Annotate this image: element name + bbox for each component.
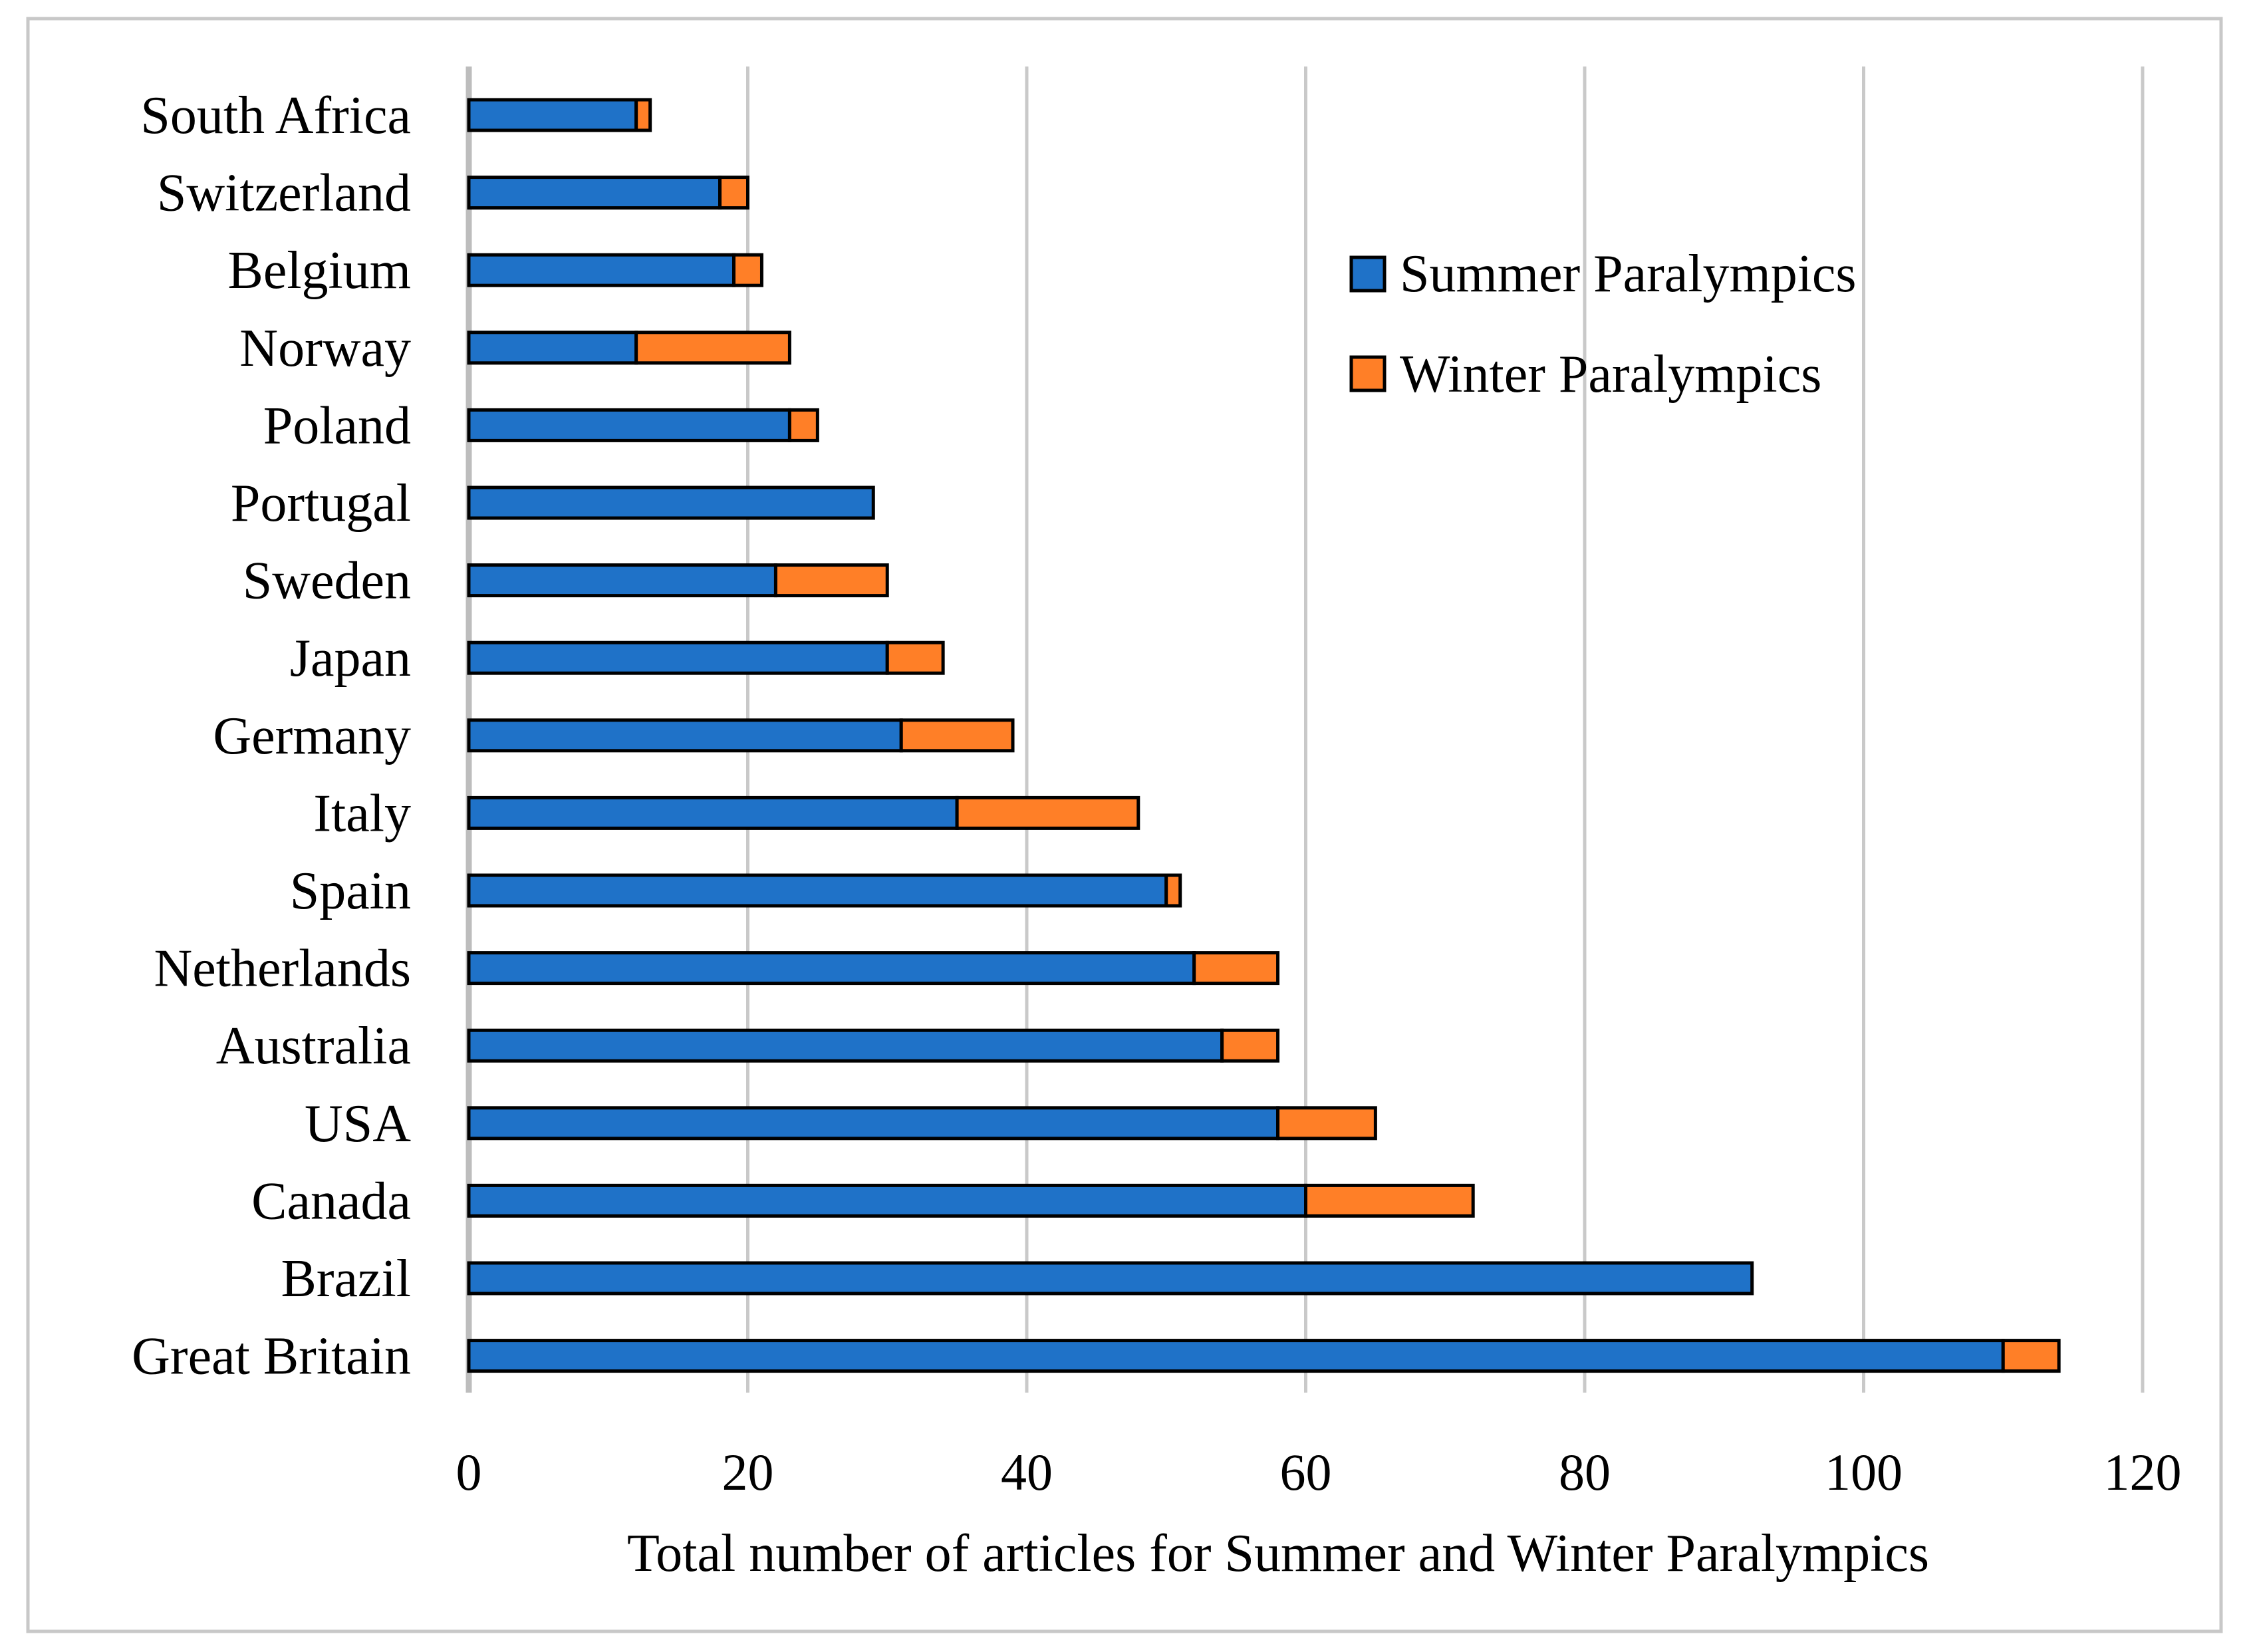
legend-label-summer: Summer Paralympics bbox=[1400, 245, 1857, 303]
bar-winter-italy bbox=[955, 795, 1140, 830]
category-label-sweden: Sweden bbox=[243, 552, 411, 611]
category-label-germany: Germany bbox=[213, 707, 411, 765]
legend-swatch-summer bbox=[1349, 255, 1387, 293]
bar-summer-usa bbox=[467, 1106, 1280, 1141]
category-label-japan: Japan bbox=[290, 629, 411, 688]
bar-summer-italy bbox=[467, 795, 959, 830]
bar-summer-switzerland bbox=[467, 176, 722, 210]
bar-summer-sweden bbox=[467, 563, 777, 598]
bar-summer-canada bbox=[467, 1183, 1307, 1218]
category-label-great-britain: Great Britain bbox=[132, 1327, 411, 1386]
bar-summer-germany bbox=[467, 718, 903, 753]
bar-winter-usa bbox=[1276, 1106, 1377, 1141]
bar-summer-spain bbox=[467, 873, 1168, 908]
category-label-canada: Canada bbox=[251, 1172, 411, 1230]
bar-winter-japan bbox=[885, 640, 945, 675]
bar-winter-australia bbox=[1220, 1028, 1280, 1063]
bar-summer-belgium bbox=[467, 253, 736, 287]
bar-summer-great-britain bbox=[467, 1339, 2005, 1373]
bar-winter-south-africa bbox=[634, 98, 652, 132]
category-labels: South Africa Switzerland Belgium Norway Pola… bbox=[132, 86, 411, 1386]
category-label-australia: Australia bbox=[216, 1017, 411, 1075]
category-label-brazil: Brazil bbox=[281, 1250, 411, 1308]
bar-summer-south-africa bbox=[467, 98, 638, 132]
bars bbox=[467, 98, 2061, 1373]
x-tick-label-40: 40 bbox=[1001, 1443, 1053, 1501]
x-tick-label-20: 20 bbox=[722, 1443, 774, 1501]
bar-winter-sweden bbox=[773, 563, 889, 598]
bar-summer-netherlands bbox=[467, 951, 1196, 986]
legend-item-summer: Summer Paralympics bbox=[1349, 245, 1857, 303]
x-axis-title: Total number of articles for Summer and … bbox=[627, 1524, 1929, 1583]
bar-winter-belgium bbox=[732, 253, 763, 287]
bar-winter-germany bbox=[899, 718, 1015, 753]
category-label-south-africa: South Africa bbox=[140, 86, 411, 145]
bar-winter-netherlands bbox=[1192, 951, 1280, 986]
bar-summer-poland bbox=[467, 408, 791, 442]
bar-summer-australia bbox=[467, 1028, 1224, 1063]
bar-summer-portugal bbox=[467, 485, 875, 520]
x-tick-label-0: 0 bbox=[456, 1443, 482, 1501]
legend-label-winter: Winter Paralympics bbox=[1400, 345, 1821, 404]
bar-summer-japan bbox=[467, 640, 889, 675]
bar-winter-great-britain bbox=[2001, 1339, 2061, 1373]
bar-winter-canada bbox=[1304, 1183, 1475, 1218]
bar-winter-poland bbox=[787, 408, 819, 442]
legend-item-winter: Winter Paralympics bbox=[1349, 345, 1821, 404]
category-label-portugal: Portugal bbox=[231, 474, 411, 533]
bar-summer-brazil bbox=[467, 1261, 1754, 1296]
bar-winter-spain bbox=[1164, 873, 1182, 908]
bar-summer-norway bbox=[467, 331, 638, 365]
category-label-usa: USA bbox=[305, 1095, 411, 1153]
bar-winter-norway bbox=[634, 331, 791, 365]
legend: Summer Paralympics Winter Paralympics bbox=[1349, 245, 1857, 404]
x-tick-label-60: 60 bbox=[1280, 1443, 1332, 1501]
x-tick-label-100: 100 bbox=[1825, 1443, 1903, 1501]
x-tick-label-120: 120 bbox=[2104, 1443, 2182, 1501]
category-label-switzerland: Switzerland bbox=[157, 164, 411, 223]
x-tick-labels: 0 20 40 60 80 100 120 bbox=[456, 1443, 2182, 1501]
legend-swatch-winter bbox=[1349, 355, 1387, 392]
bar-winter-switzerland bbox=[718, 176, 750, 210]
category-label-netherlands: Netherlands bbox=[154, 940, 411, 998]
category-label-italy: Italy bbox=[313, 784, 411, 843]
category-label-spain: Spain bbox=[290, 862, 411, 920]
category-label-belgium: Belgium bbox=[227, 241, 411, 300]
category-label-norway: Norway bbox=[239, 319, 411, 378]
category-label-poland: Poland bbox=[263, 396, 411, 455]
x-tick-label-80: 80 bbox=[1559, 1443, 1611, 1501]
gridlines bbox=[746, 67, 2145, 1393]
